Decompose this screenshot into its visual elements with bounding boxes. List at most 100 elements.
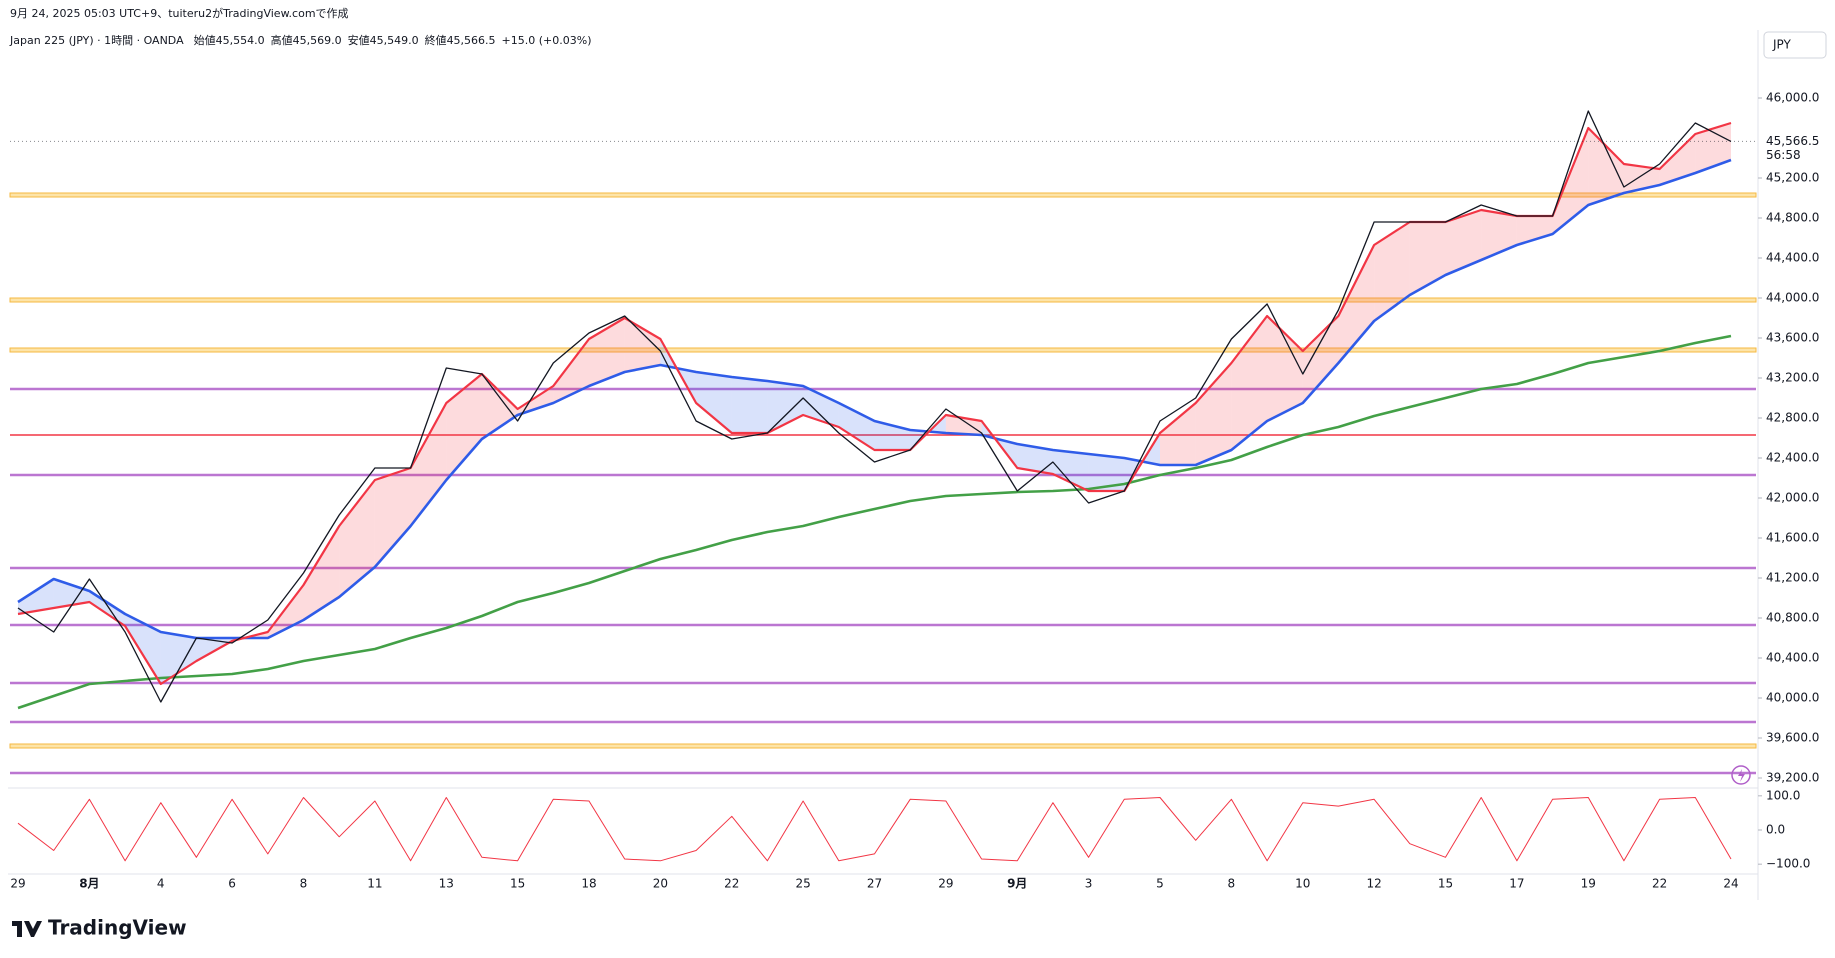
ma-fill (160, 632, 197, 684)
legend-text: 45,549.0 (370, 34, 419, 47)
legend-text: 終値 (425, 33, 447, 47)
osc-tick-label: 0.0 (1766, 823, 1785, 837)
ma-fill (1374, 222, 1410, 321)
y-tick-label: 45,200.0 (1766, 171, 1819, 185)
legend-text: 安値 (348, 33, 370, 47)
ma-fill (1588, 128, 1624, 205)
ma-fill (410, 403, 447, 526)
countdown: 56:58 (1766, 148, 1801, 162)
ma-fill (696, 372, 732, 433)
currency: JPY (1772, 38, 1792, 52)
ma-fill (89, 591, 126, 626)
level-band (9, 297, 1757, 303)
logo: TradingView (12, 916, 187, 940)
ma-fill (1659, 134, 1696, 185)
ma-fill (1017, 444, 1053, 474)
attribution: 9月 24, 2025 05:03 UTC+9、tuiteru2がTrading… (10, 6, 349, 20)
x-tick-label: 13 (439, 877, 454, 891)
y-tick-label: 39,200.0 (1766, 771, 1819, 785)
x-tick-label: 8 (300, 877, 308, 891)
y-tick-label: 41,200.0 (1766, 571, 1819, 585)
x-tick-label: 18 (581, 877, 596, 891)
x-tick-label: 20 (653, 877, 668, 891)
x-tick-label: 22 (724, 877, 739, 891)
x-tick-label: 29 (938, 877, 953, 891)
ma-fill (1088, 454, 1125, 491)
x-tick-label: 8 (1228, 877, 1236, 891)
oscillator-line (17, 797, 1732, 862)
y-tick-label: 46,000.0 (1766, 91, 1819, 105)
last-price-label: 45,566.5 (1766, 134, 1819, 148)
ma-fill (624, 318, 661, 372)
alert-icon-bolt (1738, 769, 1745, 782)
brand: TradingView (48, 916, 187, 940)
ma-fill (1160, 403, 1196, 465)
x-tick-label: 29 (10, 877, 25, 891)
legend-text: 45,554.0 (216, 34, 265, 47)
ma-fill (553, 339, 589, 403)
ma-fill (1445, 210, 1482, 275)
currency-box[interactable] (1763, 31, 1827, 59)
x-tick-label: 4 (157, 877, 165, 891)
x-tick-label: 11 (367, 877, 382, 891)
x-tick-label: 5 (1156, 877, 1164, 891)
y-tick-label: 44,400.0 (1766, 251, 1819, 265)
y-tick-label: 42,400.0 (1766, 451, 1819, 465)
ma-fill (1302, 316, 1339, 403)
ma-fill (125, 614, 161, 684)
legend-text: 45,566.5 (447, 34, 496, 47)
x-tick-label: 12 (1366, 877, 1381, 891)
y-tick-label: 44,000.0 (1766, 291, 1819, 305)
x-tick-label: 24 (1723, 877, 1738, 891)
ma-fill (1052, 450, 1089, 491)
x-tick-label: 15 (510, 877, 525, 891)
ma-fill (374, 468, 411, 567)
ma-fill (446, 374, 482, 480)
y-tick-label: 42,800.0 (1766, 411, 1819, 425)
x-tick-label: 9月 (1007, 877, 1027, 891)
legend-text: +15.0 (+0.03%) (502, 34, 592, 47)
x-tick-label: 6 (228, 877, 236, 891)
osc-tick-label: 100.0 (1766, 788, 1800, 802)
y-tick-label: 40,000.0 (1766, 691, 1819, 705)
price-line (17, 110, 1732, 703)
level-band (9, 347, 1757, 353)
logo-mark (12, 921, 42, 937)
y-tick-label: 42,000.0 (1766, 491, 1819, 505)
y-tick-label: 40,800.0 (1766, 611, 1819, 625)
ma-fill (1231, 316, 1268, 450)
legend-text: Japan 225 (JPY) · 1時間 · OANDA (9, 34, 184, 47)
ma-fill (1195, 363, 1232, 465)
ma-fill (481, 374, 518, 439)
y-tick-label: 40,400.0 (1766, 651, 1819, 665)
ma-line (17, 158, 1732, 640)
osc-tick-label: −100.0 (1766, 857, 1810, 871)
ma-fill (53, 579, 90, 608)
x-tick-label: 3 (1085, 877, 1093, 891)
y-tick-label: 41,600.0 (1766, 531, 1819, 545)
y-tick-label: 43,600.0 (1766, 331, 1819, 345)
ma-fill (1516, 216, 1553, 245)
x-tick-label: 19 (1581, 877, 1596, 891)
legend-text: 高値 (271, 33, 293, 47)
ma-fill (18, 579, 54, 614)
y-tick-label: 43,200.0 (1766, 371, 1819, 385)
x-tick-label: 10 (1295, 877, 1310, 891)
ma-fill (803, 386, 839, 427)
y-tick-label: 39,600.0 (1766, 731, 1819, 745)
x-tick-label: 27 (867, 877, 882, 891)
x-tick-label: 22 (1652, 877, 1667, 891)
ma-fill (838, 403, 875, 450)
x-tick-label: 17 (1509, 877, 1524, 891)
level-band (9, 192, 1757, 198)
ma-fill (303, 526, 340, 620)
ma-fill (767, 381, 804, 433)
y-tick-label: 44,800.0 (1766, 211, 1819, 225)
x-tick-label: 25 (795, 877, 810, 891)
ma-fill (1409, 222, 1446, 295)
ma-fill (731, 377, 768, 433)
ma-line (17, 334, 1732, 710)
legend-text: 45,569.0 (293, 34, 342, 47)
